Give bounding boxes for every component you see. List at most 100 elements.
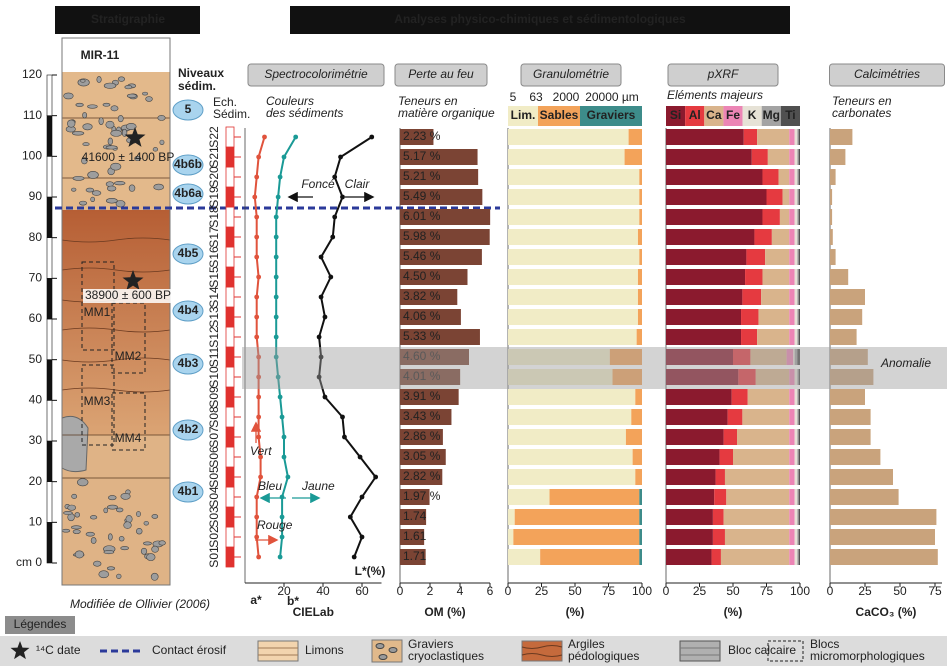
pebble [129, 185, 135, 192]
bar-segment [797, 389, 798, 405]
legend-label: Graviers [587, 108, 636, 122]
bar-segment [795, 129, 798, 145]
annotation: Jaune [301, 479, 335, 493]
x-tick-label: 4 [457, 584, 464, 598]
y-tick-label: 10 [29, 515, 43, 529]
bar-segment [540, 549, 639, 565]
series-point [254, 315, 259, 320]
pebble [125, 85, 132, 88]
unit-label: 4b6a [174, 186, 202, 200]
bar [830, 169, 836, 185]
series-point [274, 235, 279, 240]
bar-segment [666, 209, 762, 225]
bar-segment [716, 469, 725, 485]
bar-segment [666, 469, 716, 485]
x-tick-label: 25 [858, 584, 872, 598]
legend-clay [522, 641, 562, 661]
bar-segment [713, 529, 725, 545]
legend-label: Al [689, 108, 701, 122]
series-point [252, 195, 257, 200]
bar-segment [666, 249, 746, 265]
bar-segment [638, 269, 642, 285]
bar-segment [728, 409, 743, 425]
x-axis-label: (%) [566, 605, 585, 619]
bar-segment [795, 269, 798, 285]
y-tick-label: 20 [29, 474, 43, 488]
figure: StratigraphieAnalyses physico-chimiques … [0, 0, 947, 666]
levels-label: Niveaux [178, 66, 224, 80]
series-point [280, 415, 285, 420]
sample-label: S18 [207, 206, 221, 228]
value-label: 1.71 [403, 549, 427, 563]
legend-label: Si [670, 108, 681, 122]
series-point [340, 195, 345, 200]
pebble [71, 188, 76, 191]
pebble [104, 83, 116, 88]
bar-segment [799, 169, 800, 185]
bar-segment [789, 229, 794, 245]
y-tick-label: 80 [29, 230, 43, 244]
bar-segment [762, 269, 789, 285]
pebble [77, 479, 88, 486]
bar-segment [508, 269, 638, 285]
unit-label: 4b2 [178, 422, 199, 436]
value-label: 3.82 % [403, 289, 441, 303]
bar-segment [797, 469, 798, 485]
x-tick-label: 0 [827, 584, 834, 598]
x-tick-label: 50 [726, 584, 740, 598]
bar-segment [768, 149, 789, 165]
y-tick-label: cm 0 [16, 555, 42, 569]
header-title: Analyses physico-chimiques et sédimentol… [394, 12, 686, 26]
series-point [256, 435, 261, 440]
sample-cell [226, 547, 234, 567]
pebble [124, 522, 132, 529]
bar-segment [720, 449, 733, 465]
pebble [75, 551, 84, 558]
x-tick-label: 40 [316, 584, 330, 598]
bar-segment [508, 489, 550, 505]
bar [830, 149, 845, 165]
series-point [348, 515, 353, 520]
bar-segment [757, 129, 789, 145]
x-tick-label: 50 [568, 584, 582, 598]
bar-segment [639, 489, 642, 505]
bar-segment [737, 429, 789, 445]
sample-cell [226, 347, 234, 367]
panel-title: Granulométrie [533, 67, 609, 81]
legend-label: Lim. [511, 108, 536, 122]
pebble [83, 143, 90, 146]
bar-segment [765, 249, 789, 265]
series-point [256, 555, 261, 560]
bar [830, 489, 899, 505]
bar-segment [797, 449, 798, 465]
bar [830, 549, 938, 565]
bar-segment [666, 269, 745, 285]
x-axis-label: (%) [724, 605, 743, 619]
value-label: 1.61 [403, 529, 427, 543]
depth-bar [47, 441, 52, 482]
bar-segment [508, 429, 626, 445]
bar-segment [639, 249, 642, 265]
bar-segment [752, 149, 768, 165]
sample-cell [226, 307, 234, 327]
pebble [136, 528, 142, 534]
bar-segment [795, 249, 798, 265]
pebble [88, 171, 99, 178]
series-point [280, 535, 285, 540]
bar [830, 469, 893, 485]
series-point [319, 255, 324, 260]
bar-segment [762, 169, 778, 185]
bar-segment [789, 389, 794, 405]
bar-segment [795, 189, 798, 205]
x-tick-label: 25 [693, 584, 707, 598]
pebble [73, 530, 80, 534]
unit-label: 4b5 [178, 246, 199, 260]
series-point [254, 335, 259, 340]
x-tick-label: 60 [355, 584, 369, 598]
pebble [147, 554, 156, 561]
sample-label: S08 [207, 406, 221, 428]
bar-segment [508, 289, 638, 305]
pebble [72, 494, 77, 498]
pebble [108, 138, 113, 145]
date-label: 41600 ± 1400 BP [82, 150, 175, 164]
